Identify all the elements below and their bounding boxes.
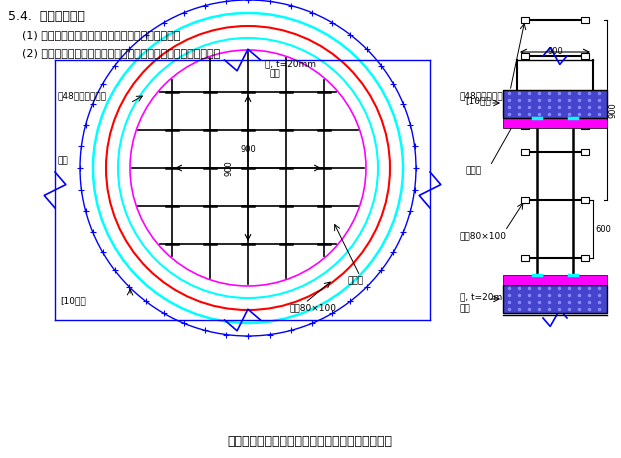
Text: 5.4.  结构立柱施工: 5.4. 结构立柱施工 — [8, 10, 85, 23]
Text: (1) 在结构底板或楼板施工完后进行结构立柱施工。: (1) 在结构底板或楼板施工完后进行结构立柱施工。 — [22, 30, 180, 40]
Text: 900: 900 — [225, 160, 234, 176]
Text: 胶, t=20mm: 胶, t=20mm — [460, 292, 511, 301]
Text: 900: 900 — [609, 102, 618, 118]
Bar — [581, 101, 589, 107]
Text: 900: 900 — [240, 145, 256, 154]
Bar — [521, 101, 529, 107]
Bar — [581, 123, 589, 129]
Bar — [521, 197, 529, 203]
Bar — [503, 90, 607, 118]
Bar — [581, 149, 589, 155]
Text: [10槽钐: [10槽钐 — [60, 296, 86, 305]
Text: 600: 600 — [595, 224, 611, 234]
Text: [10槽钐: [10槽钐 — [465, 96, 491, 105]
Text: 大坊80×100: 大坊80×100 — [460, 231, 507, 240]
Bar — [503, 275, 607, 285]
Text: 大坊80×100: 大坊80×100 — [290, 303, 337, 312]
Text: 小横杠: 小横杠 — [348, 276, 364, 285]
Bar — [581, 53, 589, 59]
Bar — [521, 53, 529, 59]
Text: ：48可调钉管支撑: ：48可调钉管支撑 — [460, 91, 509, 100]
Text: 胶, t=20mm: 胶, t=20mm — [265, 59, 316, 68]
Bar — [521, 255, 529, 261]
Text: 端墙: 端墙 — [57, 156, 68, 165]
Text: 900: 900 — [547, 47, 563, 56]
Bar — [581, 17, 589, 23]
Text: 大板: 大板 — [270, 69, 281, 78]
Bar — [581, 197, 589, 203]
Text: 盾构与端墙接口处的预留孔模板与支架体系示意图: 盾构与端墙接口处的预留孔模板与支架体系示意图 — [227, 435, 392, 448]
Bar — [503, 118, 607, 128]
Text: ：48可调钉管支撑: ：48可调钉管支撑 — [58, 91, 107, 100]
Bar — [521, 123, 529, 129]
Text: (2) 钉筋在地面加工，在基坑内绱扎，钉筋安装完之后安装模板。: (2) 钉筋在地面加工，在基坑内绱扎，钉筋安装完之后安装模板。 — [22, 48, 220, 58]
Bar — [521, 149, 529, 155]
Text: 小横杠: 小横杠 — [465, 166, 481, 175]
Bar — [503, 285, 607, 313]
Bar — [581, 255, 589, 261]
Bar — [521, 17, 529, 23]
Text: 大板: 大板 — [460, 304, 471, 313]
Circle shape — [132, 52, 364, 284]
